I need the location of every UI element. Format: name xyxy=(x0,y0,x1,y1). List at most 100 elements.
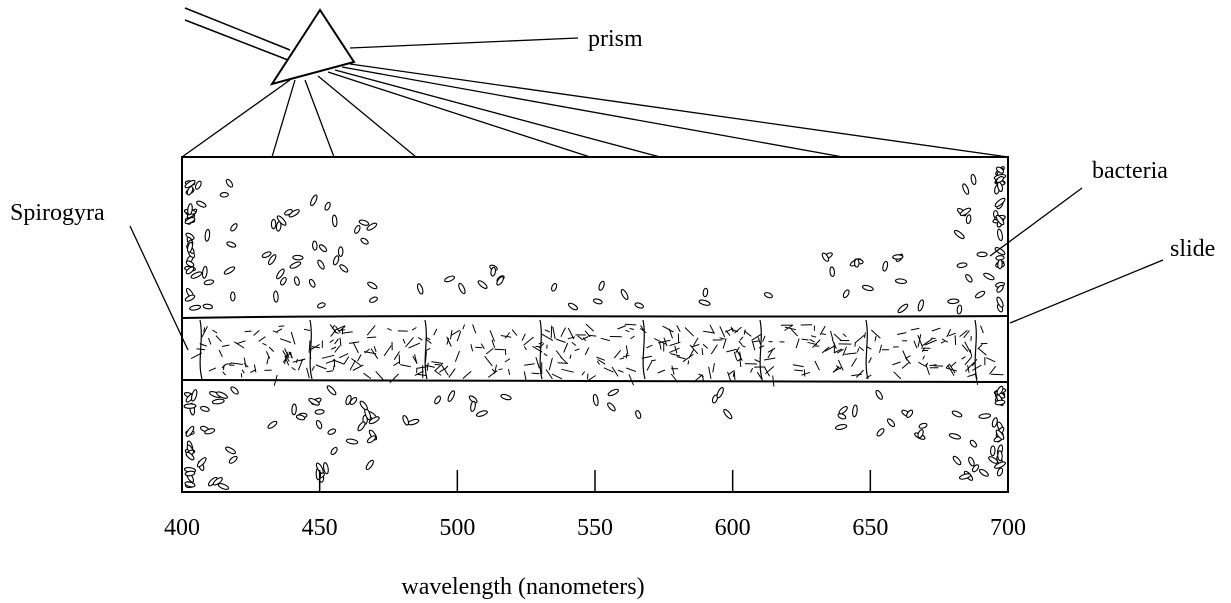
chloroplast-mark xyxy=(201,326,208,338)
bacterium xyxy=(477,280,488,289)
bacterium xyxy=(360,237,369,245)
chloroplast-mark xyxy=(830,330,834,340)
bacterium xyxy=(918,422,928,429)
chloroplast-mark xyxy=(472,324,477,334)
chloroplast-mark xyxy=(253,364,257,373)
bacterium xyxy=(723,408,733,420)
chloroplast-mark xyxy=(924,339,937,346)
bacterium xyxy=(312,240,318,251)
chloroplast-mark xyxy=(691,343,700,348)
cell-wall xyxy=(539,319,543,380)
chloroplast-mark xyxy=(343,356,350,365)
chloroplast-mark xyxy=(273,374,278,386)
chloroplast-mark xyxy=(383,345,392,357)
chloroplast-mark xyxy=(756,371,764,382)
chloroplast-mark xyxy=(333,325,346,332)
chloroplast-mark xyxy=(278,325,285,327)
chloroplast-mark xyxy=(265,351,271,359)
chloroplast-mark xyxy=(555,338,566,343)
chloroplast-mark xyxy=(557,362,568,364)
bacterium xyxy=(996,385,1004,396)
chloroplast-mark xyxy=(584,330,591,338)
chloroplast-mark xyxy=(821,333,826,335)
chloroplast-mark xyxy=(991,373,1004,376)
bacteria-label: bacteria xyxy=(1092,158,1168,184)
chloroplast-mark xyxy=(596,356,606,361)
chloroplast-mark xyxy=(581,336,589,340)
axis-tick-labels: 400 450 500 550 600 650 700 xyxy=(164,515,1026,541)
bacterium xyxy=(995,166,1005,174)
bacterium xyxy=(978,468,989,477)
chloroplast-mark xyxy=(901,362,910,369)
chloroplast-mark xyxy=(837,359,844,371)
dispersed-light-rays xyxy=(181,63,1009,158)
bacterium xyxy=(318,244,328,253)
bacterium xyxy=(327,428,337,435)
chloroplast-mark xyxy=(266,356,270,365)
chloroplast-mark xyxy=(854,334,865,344)
chloroplast-mark xyxy=(500,335,512,338)
chloroplast-mark xyxy=(341,331,353,334)
chloroplast-mark xyxy=(945,364,950,369)
chloroplast-mark xyxy=(433,328,438,336)
cell-wall xyxy=(199,319,203,380)
chloroplast-mark xyxy=(738,340,743,346)
chloroplast-mark xyxy=(969,349,973,357)
bacterium xyxy=(970,173,977,186)
cell-wall xyxy=(424,319,428,380)
chloroplast-mark xyxy=(801,371,811,376)
chloroplast-mark xyxy=(272,330,278,334)
bacterium xyxy=(496,276,504,286)
chloroplast-mark xyxy=(541,333,554,342)
chloroplast-mark xyxy=(424,364,435,368)
chloroplast-mark xyxy=(443,365,449,371)
chloroplast-mark xyxy=(807,341,818,346)
chloroplast-mark xyxy=(504,332,511,339)
chloroplast-mark xyxy=(389,373,399,384)
chloroplast-mark xyxy=(772,375,775,387)
chloroplast-mark xyxy=(821,346,830,354)
chloroplast-mark xyxy=(276,328,283,333)
bacterium xyxy=(997,228,1003,242)
chloroplast-mark xyxy=(964,341,971,354)
chloroplast-mark xyxy=(733,372,736,380)
bacterium xyxy=(892,254,904,260)
chloroplast-mark xyxy=(491,339,496,348)
chloroplast-mark xyxy=(670,373,679,383)
chloroplast-mark xyxy=(622,354,630,358)
chloroplast-mark xyxy=(640,325,645,332)
bacterium xyxy=(339,264,349,273)
chloroplast-mark xyxy=(832,366,842,373)
chloroplast-mark xyxy=(221,344,230,347)
chloroplast-mark xyxy=(577,335,583,340)
bacterium xyxy=(291,403,297,416)
bacterium xyxy=(607,402,616,412)
chloroplast-mark xyxy=(222,371,226,376)
chloroplast-mark xyxy=(600,337,610,342)
bacterium xyxy=(228,455,238,464)
bacterium xyxy=(273,290,279,303)
chloroplast-mark xyxy=(701,348,704,356)
chloroplast-mark xyxy=(628,374,635,386)
chloroplast-mark xyxy=(582,337,587,342)
spirogyra-leader-line xyxy=(129,225,189,351)
bacterium xyxy=(184,216,196,225)
chloroplast-mark xyxy=(366,336,377,339)
slide-label: slide xyxy=(1170,236,1215,262)
bacterium xyxy=(917,429,924,439)
chloroplast-mark xyxy=(701,374,704,381)
bacterium xyxy=(292,254,304,261)
chloroplast-mark xyxy=(856,348,860,353)
bacterium xyxy=(270,218,277,230)
chloroplast-mark xyxy=(703,330,715,334)
chloroplast-mark xyxy=(311,365,315,371)
bacterium xyxy=(965,274,973,283)
chloroplast-mark xyxy=(315,364,327,370)
prism-leader-line xyxy=(349,37,579,49)
bacterium xyxy=(330,446,338,456)
chloroplast-mark xyxy=(940,340,946,344)
chloroplast-mark xyxy=(412,355,418,364)
bacterium xyxy=(958,473,972,480)
bacterium xyxy=(994,197,1006,208)
chloroplast-mark xyxy=(243,362,249,368)
